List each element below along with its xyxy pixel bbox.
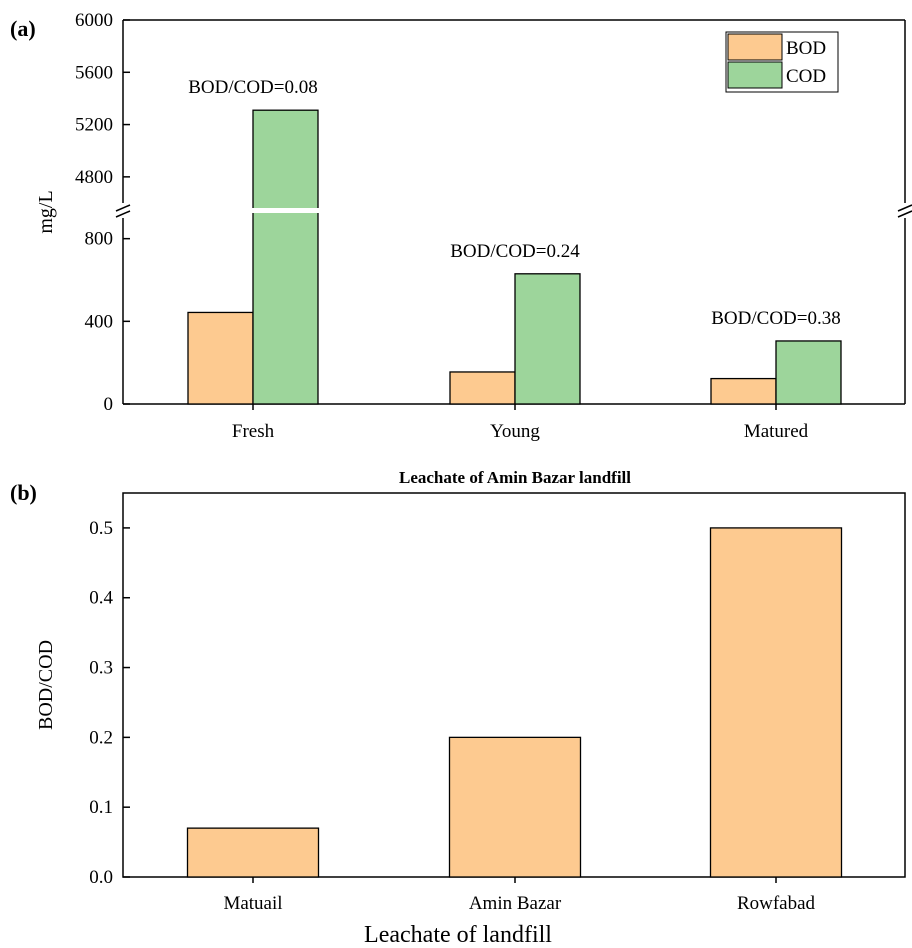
- panel-a-legend: BOD COD: [725, 31, 839, 93]
- panel-a: (a) 0 400 800 4800 5200 5600 6000 Fresh BOD/COD…: [10, 10, 912, 442]
- bar-ratio-matuail: [186, 827, 320, 878]
- bar-bod-young: [449, 371, 516, 405]
- panel-a-category-label: Matured: [744, 421, 809, 442]
- bar-cod-fresh: [252, 109, 319, 405]
- panel-b-ytick-label: 0.4: [89, 588, 113, 609]
- panel-b-title: Leachate of Amin Bazar landfill: [399, 468, 631, 487]
- bar-cod-young: [514, 273, 581, 405]
- bar-break-gap: [251, 208, 320, 213]
- panel-a-ytick-label: 0: [104, 394, 114, 415]
- panel-b: (b) Leachate of Amin Bazar landfill 0.0 0…: [10, 468, 906, 948]
- panel-a-category-label: Fresh: [232, 421, 275, 442]
- bar-bod-matured: [710, 377, 777, 405]
- bar-bod-fresh: [187, 311, 254, 405]
- panel-b-ytick-label: 0.5: [89, 518, 113, 539]
- panel-a-ratio-annotation: BOD/COD=0.38: [711, 308, 840, 329]
- panel-a-ytick-label: 800: [85, 229, 114, 250]
- panel-a-axis-break-left: [115, 204, 131, 218]
- bar-ratio-rowfabad: [709, 527, 843, 878]
- panel-b-category-label: Rowfabad: [737, 893, 816, 914]
- panel-a-ytick-label: 4800: [75, 167, 113, 188]
- bar-ratio-amin-bazar: [448, 736, 582, 878]
- panel-a-ratio-annotation: BOD/COD=0.08: [188, 77, 317, 98]
- panel-b-y-axis-label: BOD/COD: [35, 640, 57, 730]
- panel-b-category-label: Amin Bazar: [469, 893, 562, 914]
- panel-a-ytick-label: 5600: [75, 62, 113, 83]
- panel-a-ytick-label: 6000: [75, 10, 113, 31]
- panel-a-ytick-label: 5200: [75, 115, 113, 136]
- legend-swatch-cod: [727, 61, 783, 89]
- panel-a-y-axis-label: mg/L: [35, 190, 57, 233]
- legend-swatch-bod: [727, 33, 783, 61]
- panel-a-ytick-label: 400: [85, 311, 114, 332]
- panel-b-ytick-label: 0.3: [89, 658, 113, 679]
- panel-b-x-axis-label: Leachate of landfill: [364, 922, 552, 948]
- panel-a-ratio-annotation: BOD/COD=0.24: [450, 241, 580, 262]
- panel-b-ytick-label: 0.2: [89, 727, 113, 748]
- legend-label-cod: COD: [786, 66, 826, 87]
- panel-b-ytick-label: 0.1: [89, 797, 113, 818]
- legend-label-bod: BOD: [786, 38, 826, 59]
- panel-b-category-label: Matuail: [223, 893, 282, 914]
- panel-a-category-label: Young: [490, 421, 540, 442]
- panel-b-ytick-label: 0.0: [89, 867, 113, 888]
- panel-a-label: (a): [10, 16, 36, 41]
- bar-cod-matured: [775, 340, 842, 405]
- panel-b-label: (b): [10, 480, 37, 505]
- panel-a-axis-break-right: [897, 204, 912, 218]
